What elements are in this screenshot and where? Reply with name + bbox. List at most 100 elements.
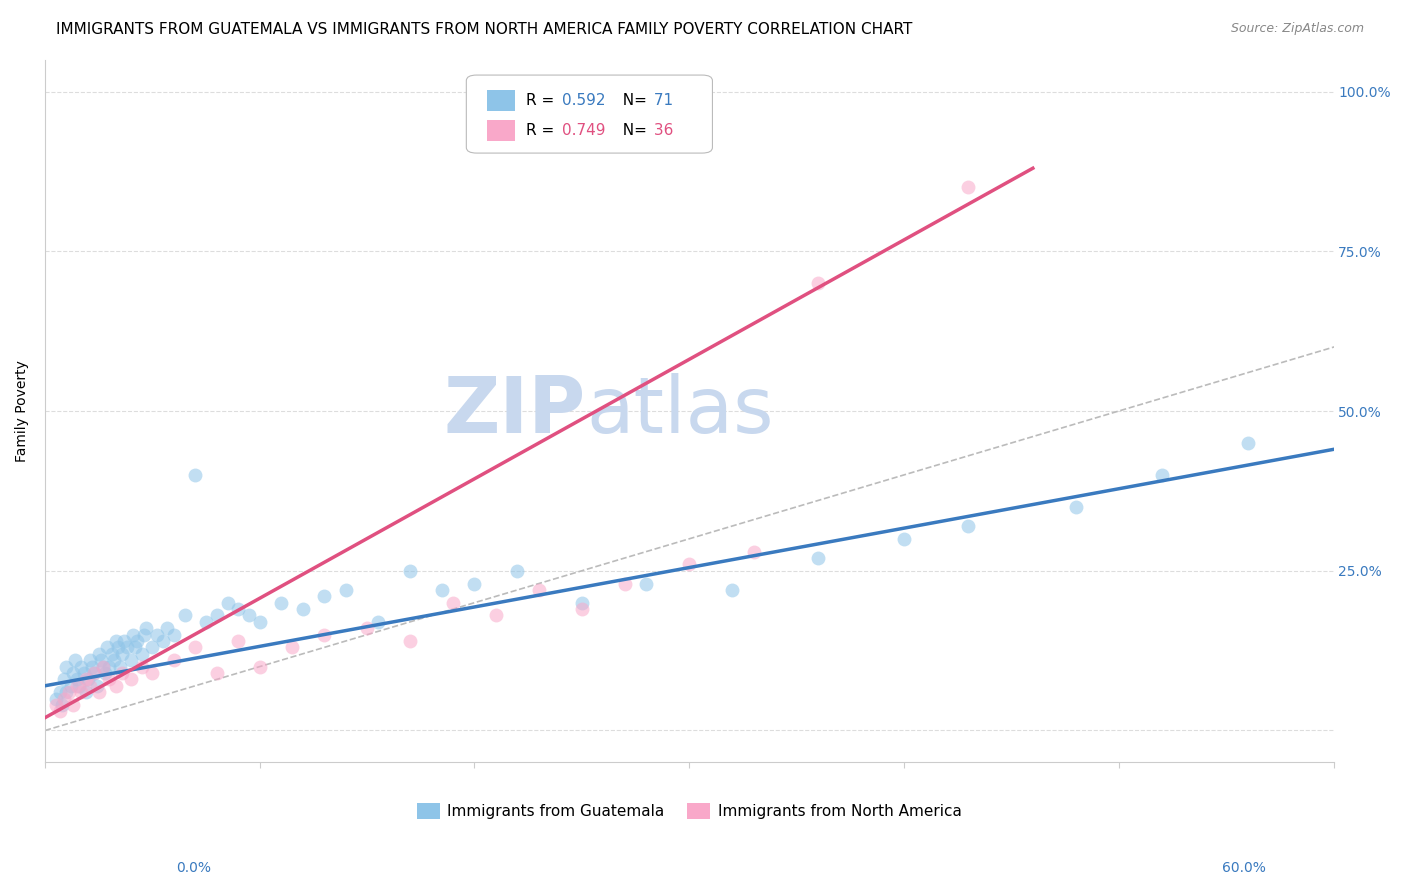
Point (70, 685, 93, 699)
Point (184, 467, 207, 482)
Text: R =: R = (526, 123, 558, 138)
Legend: Immigrants from Guatemala, Immigrants from North America: Immigrants from Guatemala, Immigrants fr… (411, 797, 967, 825)
Point (51, 698, 73, 712)
Point (721, 582, 744, 597)
Point (506, 564, 529, 578)
Point (893, 532, 915, 546)
Point (463, 576, 485, 591)
Point (807, 277, 830, 291)
Point (314, 590, 336, 604)
Point (91, 659, 114, 673)
Point (163, 653, 186, 667)
Point (173, 608, 195, 623)
Point (62, 665, 84, 680)
Point (205, 608, 228, 623)
Point (1236, 436, 1258, 450)
Point (70, 659, 93, 673)
Point (441, 596, 464, 610)
Point (82, 659, 104, 673)
Point (131, 659, 153, 673)
Point (678, 558, 700, 572)
Point (163, 627, 186, 641)
Text: 0.749: 0.749 (561, 123, 605, 138)
Point (432, 582, 454, 597)
Point (156, 621, 179, 635)
FancyBboxPatch shape (486, 90, 515, 112)
Point (90, 653, 112, 667)
Point (75, 673, 97, 687)
Point (67, 679, 90, 693)
Point (217, 596, 239, 610)
Point (79, 653, 101, 667)
Point (98, 659, 121, 673)
Point (742, 544, 765, 558)
Point (195, 615, 218, 629)
Text: N=: N= (613, 93, 647, 108)
Point (45, 691, 67, 706)
Point (91, 659, 114, 673)
Text: ZIP: ZIP (444, 373, 586, 449)
Text: 36: 36 (650, 123, 673, 138)
Point (127, 634, 149, 648)
Text: 0.592: 0.592 (561, 93, 605, 108)
Point (957, 180, 980, 194)
Point (87, 685, 110, 699)
Point (66, 673, 89, 687)
Point (49, 685, 72, 699)
Point (72, 665, 94, 680)
Point (399, 564, 422, 578)
Point (249, 659, 271, 673)
Point (141, 665, 163, 680)
Point (62, 698, 84, 712)
Point (104, 679, 127, 693)
Point (1150, 467, 1173, 482)
Text: R =: R = (526, 93, 558, 108)
Point (79, 679, 101, 693)
Text: atlas: atlas (586, 373, 773, 449)
Point (86, 679, 108, 693)
Point (205, 665, 228, 680)
Point (45, 698, 67, 712)
Point (53, 673, 76, 687)
Point (124, 640, 146, 655)
Point (314, 627, 336, 641)
Point (115, 640, 138, 655)
Point (77, 673, 100, 687)
Point (1064, 500, 1087, 514)
Text: 60.0%: 60.0% (1222, 861, 1265, 875)
Point (120, 653, 142, 667)
Point (63, 653, 86, 667)
Point (108, 659, 131, 673)
Text: N=: N= (613, 123, 647, 138)
Point (114, 634, 136, 648)
Point (103, 653, 125, 667)
Point (957, 519, 980, 533)
Point (49, 704, 72, 718)
Point (291, 602, 314, 616)
Point (75, 685, 97, 699)
Point (59, 679, 82, 693)
Point (367, 615, 389, 629)
Point (122, 627, 145, 641)
Point (335, 582, 357, 597)
Point (249, 615, 271, 629)
Point (356, 621, 378, 635)
FancyBboxPatch shape (467, 75, 713, 153)
Point (66, 679, 89, 693)
Point (527, 582, 550, 597)
Point (135, 621, 157, 635)
Point (807, 551, 830, 566)
Point (226, 602, 249, 616)
Point (55, 659, 77, 673)
Point (100, 647, 122, 661)
Point (270, 596, 292, 610)
Point (98, 673, 121, 687)
Point (94, 665, 117, 680)
Text: Source: ZipAtlas.com: Source: ZipAtlas.com (1230, 22, 1364, 36)
Point (58, 685, 80, 699)
Point (152, 634, 174, 648)
Point (145, 627, 167, 641)
Point (55, 685, 77, 699)
Text: IMMIGRANTS FROM GUATEMALA VS IMMIGRANTS FROM NORTH AMERICA FAMILY POVERTY CORREL: IMMIGRANTS FROM GUATEMALA VS IMMIGRANTS … (56, 22, 912, 37)
Point (107, 640, 129, 655)
